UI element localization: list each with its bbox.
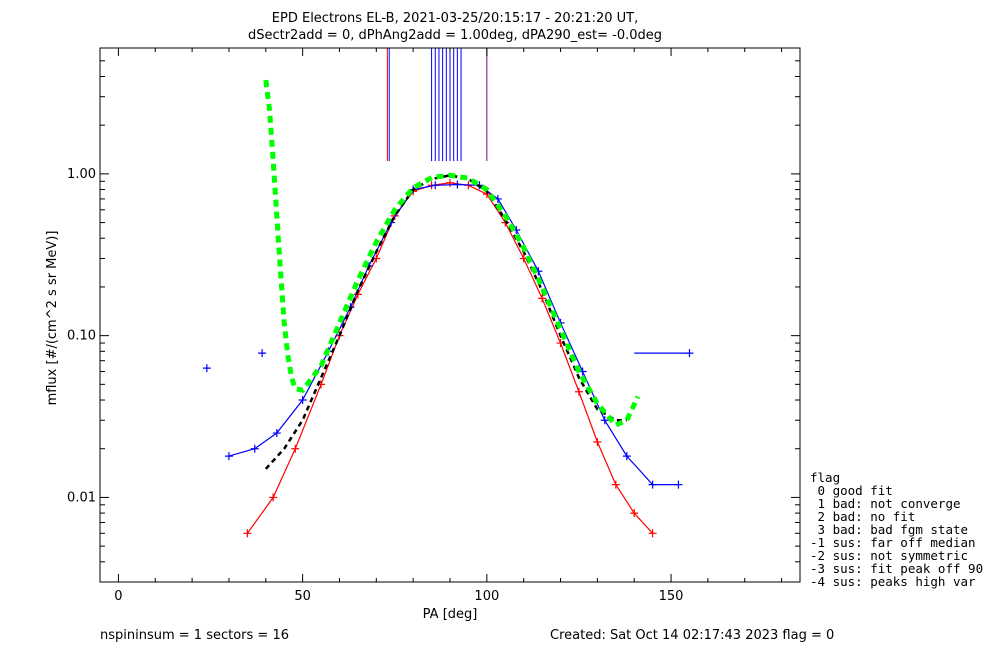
x-tick-label-1: 50: [294, 589, 311, 604]
footer-left: nspininsum = 1 sectors = 16: [100, 628, 289, 643]
y-tick-label-1: 0.10: [67, 329, 96, 344]
legend-entry-2: 1 bad: not converge: [810, 496, 961, 511]
series-0-point-2: [291, 444, 300, 453]
y-axis-label: mflux [#/(cm^2 s sr MeV)]: [45, 231, 60, 406]
series-1-point-1: [250, 444, 259, 453]
series-line-3: [263, 79, 641, 429]
series-0-point-10: [446, 178, 454, 187]
footer-right: Created: Sat Oct 14 02:17:43 2023 flag =…: [550, 628, 834, 643]
outlier-point-1: [258, 349, 267, 358]
legend-entry-7: -3 sus: fit peak off 90: [810, 561, 983, 576]
outlier-point-0: [202, 364, 211, 373]
series-1-point-10: [453, 180, 462, 189]
legend: flag 0 good fit 1 bad: not converge 2 ba…: [810, 470, 983, 589]
series-1-point-9: [431, 181, 440, 190]
series-1-point-18: [622, 452, 631, 461]
legend-entry-5: -1 sus: far off median: [810, 535, 976, 550]
series-0-point-17: [574, 387, 583, 396]
series-1-point-0: [224, 452, 233, 461]
y-tick-label-2: 1.00: [67, 167, 96, 182]
legend-entry-0: flag: [810, 470, 840, 485]
series-0-point-15: [538, 294, 547, 303]
series-0-point-0: [243, 529, 252, 538]
legend-entry-8: -4 sus: peaks high var: [810, 574, 976, 589]
legend-entry-3: 2 bad: no fit: [810, 509, 915, 524]
chart-title: EPD Electrons EL-B, 2021-03-25/20:15:17 …: [272, 11, 638, 26]
series-line-2: [264, 174, 627, 470]
series-1-point-17: [600, 416, 609, 425]
series-0-point-1: [269, 493, 278, 502]
legend-entry-4: 3 bad: bad fgm state: [810, 522, 968, 537]
series-0-point-19: [611, 480, 620, 489]
x-tick-label-2: 100: [474, 589, 499, 604]
y-tick-label-0: 0.01: [67, 490, 96, 505]
series-1-point-20: [674, 480, 683, 489]
axes-layer: 0 50 100 150 0.01 0.10 1.00: [67, 47, 801, 604]
series-0-point-20: [630, 509, 639, 518]
series-layer: [202, 48, 694, 538]
chart-subtitle: dSectr2add = 0, dPhAng2add = 1.00deg, dP…: [248, 28, 662, 43]
series-line-0: [246, 182, 654, 534]
series-1-point-2: [272, 429, 281, 438]
series-line-1: [228, 183, 679, 486]
series-1-point-3: [298, 396, 307, 405]
series-0-point-21: [648, 529, 657, 538]
series-0-point-18: [593, 438, 602, 447]
legend-entry-6: -2 sus: not symmetric: [810, 548, 968, 563]
series-1-point-19: [648, 480, 657, 489]
x-tick-label-0: 0: [114, 589, 122, 604]
x-axis-label: PA [deg]: [423, 607, 478, 622]
legend-entry-1: 0 good fit: [810, 483, 893, 498]
x-tick-label-3: 150: [659, 589, 684, 604]
